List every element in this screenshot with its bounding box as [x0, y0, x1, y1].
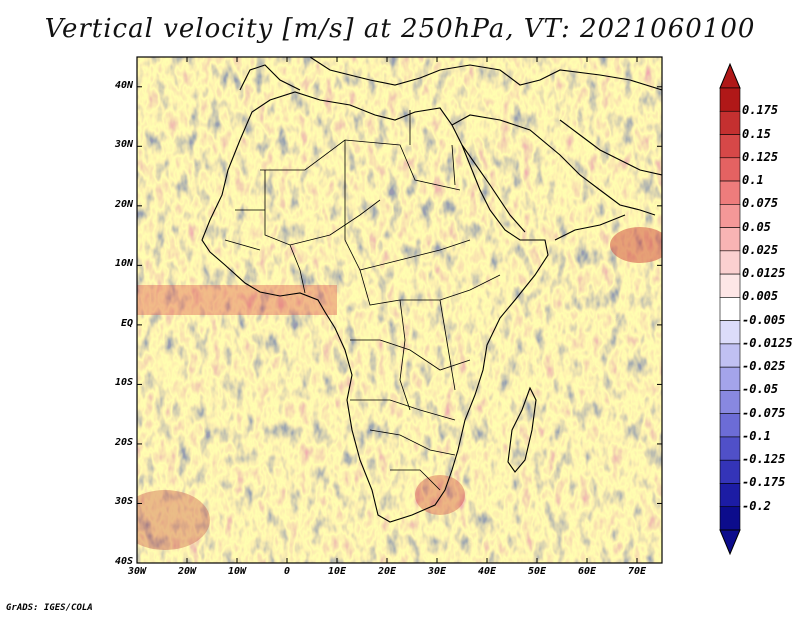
colorbar-box	[719, 320, 741, 345]
lon-tick-label: 30E	[427, 566, 447, 577]
lat-tick-label: 40N	[114, 79, 133, 91]
colorbar-box	[719, 390, 741, 414]
colorbar-box	[719, 459, 741, 484]
vertical-velocity-field	[137, 57, 662, 563]
colorbar-label: -0.175	[742, 475, 786, 490]
colorbar-box	[719, 250, 741, 275]
country-borders	[224, 110, 501, 491]
colorbar-box	[719, 506, 741, 531]
colorbar-label: -0.05	[742, 382, 779, 397]
colorbar-box	[719, 180, 741, 205]
europe-coastline	[239, 57, 662, 91]
colorbar-box	[719, 204, 741, 228]
itcz-band	[137, 285, 337, 315]
colorbar-box	[719, 110, 741, 135]
lat-tick-label: 10S	[114, 377, 133, 389]
colorbar-label: 0.125	[742, 149, 779, 164]
grads-credit: GrADS: IGES/COLA	[6, 603, 93, 613]
chart-title: Vertical velocity [m/s] at 250hPa, VT: 2…	[44, 14, 756, 44]
colorbar-label: 0.005	[742, 289, 779, 304]
plot-frame	[136, 56, 663, 564]
colorbar-label: -0.125	[742, 452, 786, 467]
lon-tick-label: 40E	[477, 566, 497, 577]
colorbar-top-triangle	[719, 62, 741, 89]
lon-tick-label: 10W	[227, 566, 247, 577]
colorbar-label: 0.1	[742, 173, 764, 188]
madagascar-coastline	[507, 386, 537, 473]
colorbar-label: 0.075	[742, 196, 779, 211]
colorbar-label: -0.075	[742, 405, 786, 420]
colorbar-label: 0.175	[742, 103, 779, 118]
arabia-coastline	[451, 114, 656, 241]
lon-tick-label: 10E	[327, 566, 347, 577]
red-sea-coastline	[461, 144, 526, 233]
colorbar-label: -0.005	[742, 312, 786, 327]
colorbar-label: 0.025	[742, 242, 779, 257]
colorbar-box	[719, 366, 741, 391]
south-atlantic-upward-region	[137, 490, 210, 550]
colorbar	[719, 62, 741, 556]
lon-tick-label: 70E	[627, 566, 647, 577]
colorbar-label: 0.15	[742, 126, 771, 141]
colorbar-box	[719, 483, 741, 508]
southeast-africa-upward-region	[415, 475, 465, 515]
colorbar-label: -0.2	[742, 498, 771, 513]
colorbar-box	[719, 134, 741, 159]
colorbar-label: -0.0125	[742, 335, 793, 350]
lon-tick-label: 0	[283, 566, 291, 577]
colorbar-label: 0.0125	[742, 266, 786, 281]
colorbar-box	[719, 87, 741, 112]
colorbar-box	[719, 273, 741, 298]
africa-coastline	[201, 91, 549, 523]
colorbar-label: -0.1	[742, 428, 771, 443]
lat-tick-label: 30S	[114, 496, 133, 508]
colorbar-box	[719, 436, 741, 461]
lat-tick-label: 20N	[114, 198, 133, 210]
colorbar-box	[719, 227, 741, 252]
lat-tick-label: 10N	[114, 258, 133, 270]
lat-tick-label: 30N	[114, 139, 133, 151]
colorbar-box	[719, 413, 741, 438]
lon-tick-label: 30W	[127, 566, 147, 577]
lon-tick-label: 50E	[527, 566, 547, 577]
lon-tick-label: 20E	[377, 566, 397, 577]
lat-tick-label: 20S	[114, 436, 133, 448]
colorbar-label: -0.025	[742, 359, 786, 374]
lat-tick-label: EQ	[120, 317, 133, 329]
arabian-sea-upward-region	[610, 227, 662, 263]
colorbar-box	[719, 297, 741, 321]
colorbar-box	[719, 343, 741, 368]
coastlines	[201, 57, 662, 523]
colorbar-bottom-triangle	[719, 529, 741, 556]
lon-tick-label: 20W	[177, 566, 197, 577]
colorbar-label: 0.05	[742, 219, 771, 234]
lat-tick-label: 40S	[114, 556, 133, 567]
persian-gulf-coastline	[559, 119, 662, 176]
colorbar-box	[719, 157, 741, 182]
lon-tick-label: 60E	[577, 566, 597, 577]
axis-ticks	[136, 57, 662, 564]
